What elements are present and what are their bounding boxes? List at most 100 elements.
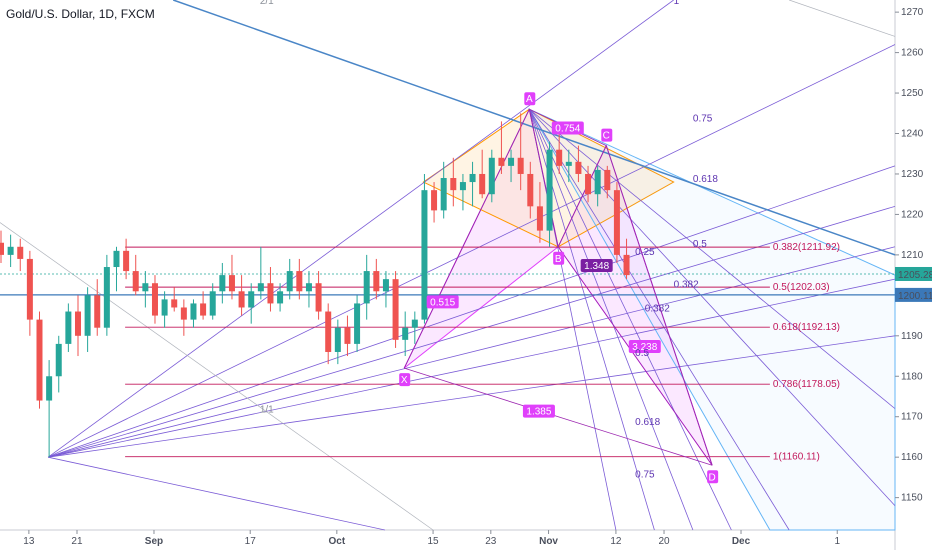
candle-body[interactable] <box>354 303 361 344</box>
candle-body[interactable] <box>575 161 582 174</box>
candle-body[interactable] <box>267 283 274 304</box>
candle-body[interactable] <box>142 283 149 292</box>
price-tag-bg <box>895 287 932 302</box>
gann-label: 0.75 <box>635 469 655 480</box>
candle-body[interactable] <box>402 327 409 340</box>
gann-line-0 <box>47 44 896 458</box>
candle-body[interactable] <box>277 291 284 304</box>
candle-body[interactable] <box>382 279 389 292</box>
candle-body[interactable] <box>440 178 447 211</box>
candle-body[interactable] <box>498 157 505 166</box>
gann-line-4 <box>48 278 896 458</box>
candle-body[interactable] <box>7 246 14 255</box>
candle-body[interactable] <box>228 275 235 292</box>
candle-body[interactable] <box>334 327 341 352</box>
candle-body[interactable] <box>411 319 418 328</box>
candle-body[interactable] <box>344 327 351 344</box>
candle-body[interactable] <box>373 271 380 292</box>
candle-body[interactable] <box>565 161 572 166</box>
gann-line-1 <box>47 165 896 458</box>
candle-body[interactable] <box>296 271 303 292</box>
candle-body[interactable] <box>488 157 495 195</box>
gann-label: 0.618 <box>693 174 718 185</box>
candle-body[interactable] <box>151 283 158 316</box>
candle-body[interactable] <box>84 295 91 336</box>
candle-body[interactable] <box>508 157 515 166</box>
gann-label: 0.5 <box>635 348 649 359</box>
candle-body[interactable] <box>103 267 110 328</box>
candle-body[interactable] <box>392 279 399 340</box>
gann-line-3 <box>48 246 896 458</box>
x-tick-label: 23 <box>485 536 497 547</box>
candle-body[interactable] <box>536 206 543 231</box>
candle-body[interactable] <box>26 258 33 320</box>
candle-body[interactable] <box>556 149 563 166</box>
candle-body[interactable] <box>0 242 4 255</box>
harmonic-leg-0 <box>403 109 530 369</box>
gann-label: 0.5 <box>693 239 707 250</box>
candle-body[interactable] <box>469 173 476 183</box>
gann-label: 2/1 <box>260 0 274 7</box>
candle-body[interactable] <box>479 173 486 195</box>
x-tick-label: 15 <box>428 536 440 547</box>
candle-body[interactable] <box>200 303 207 316</box>
candle-body[interactable] <box>594 169 601 195</box>
y-tick-label: 1250 <box>901 88 924 99</box>
fib-label: 0.618(1192.13) <box>773 322 840 333</box>
candle-body[interactable] <box>132 271 139 292</box>
candle-body[interactable] <box>123 250 130 272</box>
candle-body[interactable] <box>209 291 216 316</box>
y-tick-label: 1240 <box>901 129 924 140</box>
candle-body[interactable] <box>315 283 322 312</box>
candle-body[interactable] <box>585 173 592 195</box>
ratio-label: 0.515 <box>430 297 455 308</box>
candle-body[interactable] <box>17 246 24 259</box>
candle-body[interactable] <box>431 190 438 211</box>
point-badge-X <box>399 373 411 387</box>
candle-body[interactable] <box>219 275 226 292</box>
y-tick-label: 1150 <box>901 493 923 504</box>
candle-body[interactable] <box>36 319 43 401</box>
candle-body[interactable] <box>459 182 466 191</box>
candle-body[interactable] <box>161 299 168 316</box>
y-tick-label: 1270 <box>901 7 924 18</box>
candle-body[interactable] <box>363 271 370 304</box>
candle-body[interactable] <box>421 190 428 320</box>
candle-body[interactable] <box>623 254 630 276</box>
candle-body[interactable] <box>604 169 611 191</box>
candle-body[interactable] <box>286 271 293 292</box>
blue-fan-area <box>528 108 896 531</box>
candle-body[interactable] <box>238 291 245 308</box>
candle-body[interactable] <box>74 311 81 336</box>
x-tick-label: 1 <box>834 536 840 547</box>
x-tick-label: Nov <box>539 536 558 547</box>
candle-body[interactable] <box>94 295 101 328</box>
candle-body[interactable] <box>55 343 62 377</box>
gann-label: 0.382 <box>674 279 699 290</box>
candle-body[interactable] <box>171 299 178 308</box>
candle-body[interactable] <box>305 283 312 292</box>
candle-body[interactable] <box>613 190 620 255</box>
ratio-label: 1.348 <box>584 261 609 272</box>
point-badge-C <box>601 128 613 142</box>
ratio-label: 3.238 <box>632 342 657 353</box>
harmonic-bd <box>557 246 713 466</box>
candle-body[interactable] <box>450 178 457 191</box>
y-tick-label: 1210 <box>901 250 924 261</box>
candle-body[interactable] <box>325 311 332 352</box>
point-label: C <box>603 131 610 142</box>
candle-body[interactable] <box>113 250 120 268</box>
chart-title: Gold/U.S. Dollar, 1D, FXCM <box>6 7 155 21</box>
candle-body[interactable] <box>527 173 534 207</box>
candle-body[interactable] <box>257 283 264 292</box>
candle-body[interactable] <box>546 149 553 231</box>
point-label: X <box>401 375 408 386</box>
candle-body[interactable] <box>180 307 187 320</box>
candle-body[interactable] <box>65 311 72 344</box>
x-tick-label: Dec <box>732 536 751 547</box>
candle-body[interactable] <box>190 303 197 320</box>
candle-body[interactable] <box>517 157 524 174</box>
candle-body[interactable] <box>248 291 255 308</box>
candle-body[interactable] <box>46 376 53 401</box>
